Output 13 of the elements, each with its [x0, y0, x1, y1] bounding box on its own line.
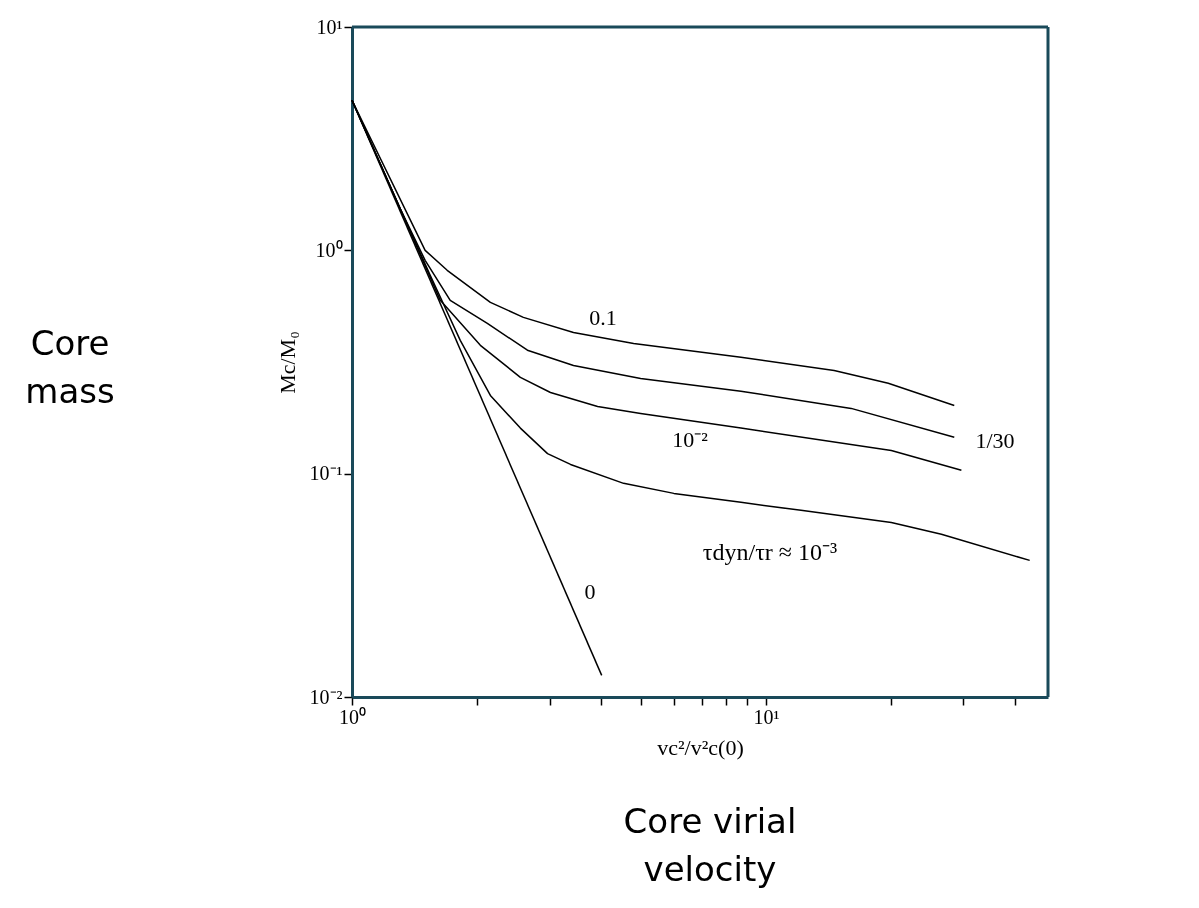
annotation: 0: [584, 579, 596, 604]
y-tick-label: 10⁰: [315, 238, 343, 261]
y-tick-label: 10¹: [316, 15, 343, 38]
annotation: τdyn/τr ≈ 10⁻³: [702, 539, 838, 565]
y-tick-label: 10⁻²: [309, 685, 343, 708]
y-axis-title: Mc/M₀: [274, 331, 300, 394]
annotation: 0.1: [589, 305, 617, 330]
text: Core virial velocity: [623, 801, 797, 889]
y-tick-label: 10⁻¹: [309, 462, 343, 485]
annotation: 1/30: [975, 428, 1015, 453]
x-axis-title: vc²/v²c(0): [657, 734, 744, 760]
text: Core mass: [25, 323, 115, 411]
annotation: 10⁻²: [672, 427, 709, 452]
